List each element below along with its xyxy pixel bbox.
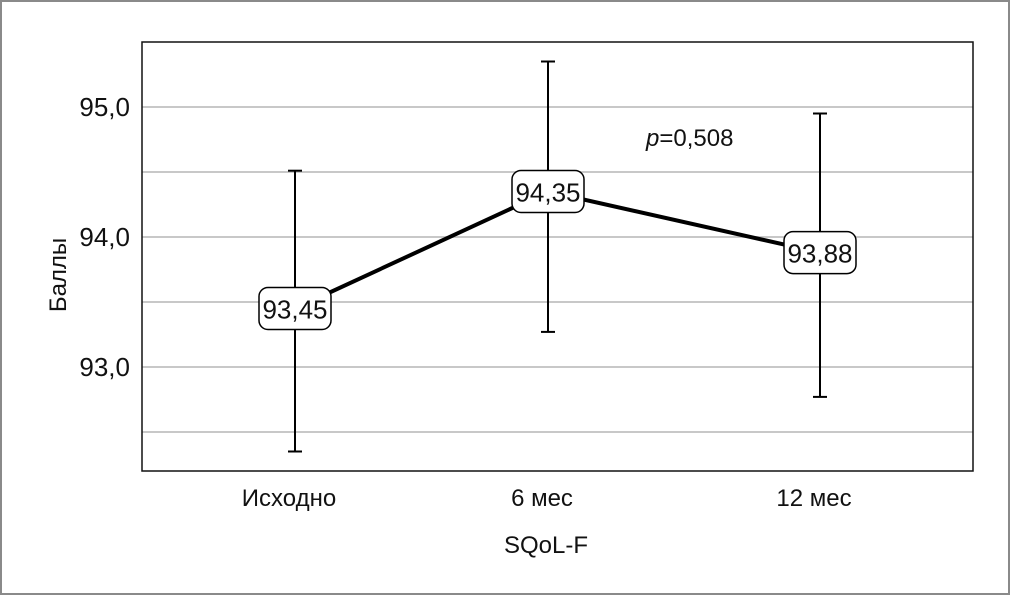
x-tick-label: Исходно (242, 485, 336, 512)
y-axis-label: Баллы (45, 238, 72, 312)
x-tick-label: 12 мес (776, 485, 851, 512)
y-tick-label: 95,0 (79, 92, 130, 122)
y-tick-label: 93,0 (79, 352, 130, 382)
y-tick-label: 94,0 (79, 222, 130, 252)
data-point-label: 94,35 (515, 178, 580, 208)
data-point-label: 93,88 (787, 239, 852, 269)
p-value-annotation: p=0,508 (645, 125, 733, 152)
plot-area (141, 41, 974, 472)
p-symbol: p (645, 125, 659, 152)
x-tick-label: 6 мес (511, 485, 573, 512)
p-value: =0,508 (659, 125, 733, 152)
data-point-label-box (783, 230, 857, 275)
data-point-label-box (258, 286, 332, 331)
data-point-label-box (511, 169, 585, 214)
x-axis-label: SQoL-F (504, 532, 588, 559)
data-point-label: 93,45 (262, 295, 327, 325)
